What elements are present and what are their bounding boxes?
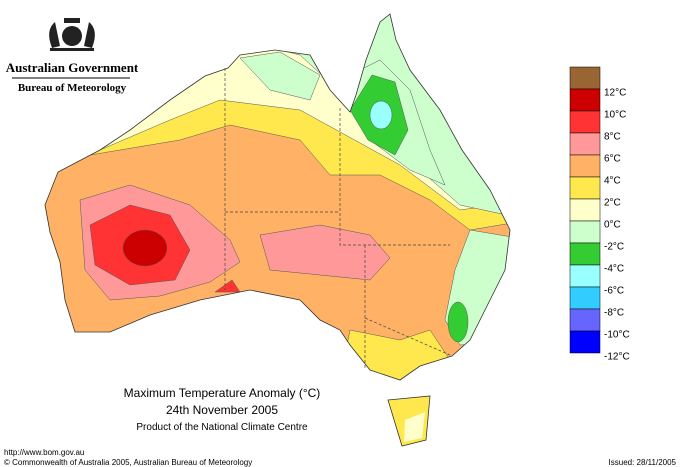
legend-label: -12°C [604, 352, 630, 363]
legend-swatch [569, 264, 601, 288]
url: http://www.bom.gov.au [4, 448, 84, 457]
map-title: Maximum Temperature Anomaly (°C) [124, 386, 321, 400]
legend-swatch [569, 308, 601, 332]
copyright: © Commonwealth of Australia 2005, Austra… [4, 458, 252, 467]
government-name: Australian Government [6, 60, 139, 75]
legend-label: 4°C [604, 176, 621, 187]
legend-swatch [569, 66, 601, 90]
legend-swatch [569, 286, 601, 310]
map-date: 24th November 2005 [166, 403, 278, 417]
map-subtitle: Product of the National Climate Centre [136, 422, 308, 433]
legend-label: 0°C [604, 220, 621, 231]
legend-label: 8°C [604, 132, 621, 143]
legend-swatch [569, 242, 601, 266]
agency-name: Bureau of Meteorology [18, 82, 127, 94]
legend-swatch [569, 154, 601, 178]
tasmania-region [404, 412, 425, 442]
legend-swatch [569, 88, 601, 112]
legend-swatch [569, 330, 601, 354]
legend-swatch [569, 176, 601, 200]
legend-label: 6°C [604, 154, 621, 165]
legend: 12°C 10°C 8°C 6°C 4°C 2°C 0°C -2°C -4°C -6°C -8°C -… [569, 66, 630, 363]
state-borders [224, 68, 451, 370]
legend-label: 10°C [604, 110, 626, 121]
coastline [44, 13, 511, 381]
legend-label: 12°C [604, 88, 626, 99]
legend-label: -10°C [604, 330, 630, 341]
legend-label: -8°C [604, 308, 624, 319]
legend-swatch [569, 132, 601, 156]
crest [49, 18, 95, 51]
legend-label: -6°C [604, 286, 624, 297]
issued: Issued: 28/11/2005 [609, 458, 677, 467]
legend-label: -2°C [604, 242, 624, 253]
legend-swatch [569, 220, 601, 244]
legend-label: -4°C [604, 264, 624, 275]
legend-label: 2°C [604, 198, 621, 209]
legend-swatch [569, 110, 601, 134]
legend-swatch [569, 198, 601, 222]
